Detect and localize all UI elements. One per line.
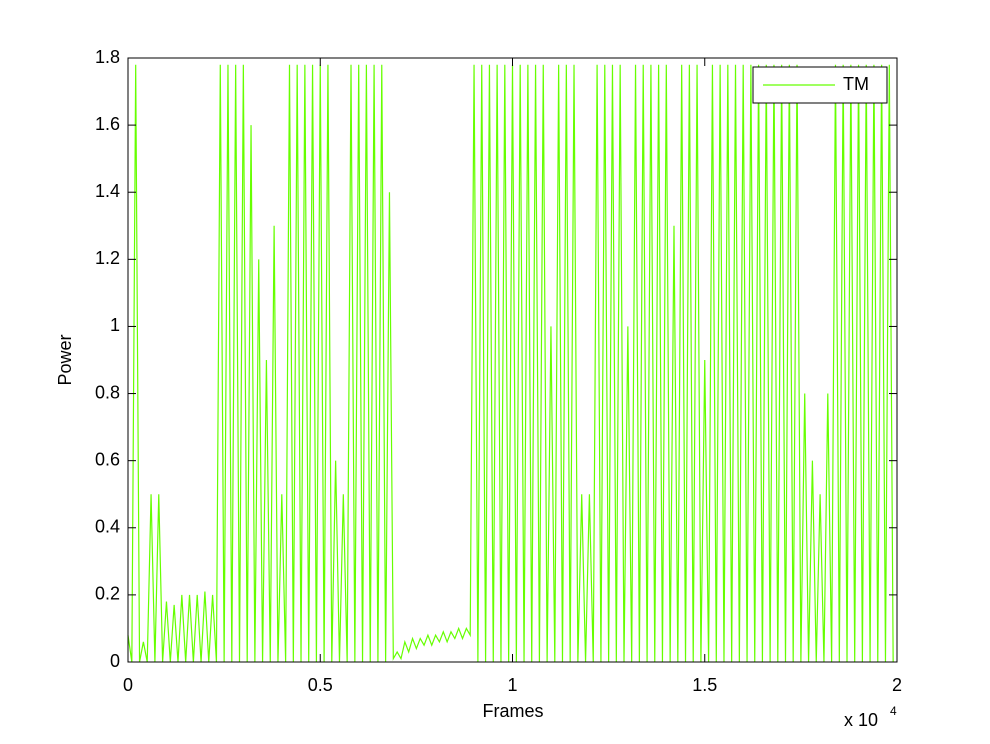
y-tick-label: 0.8 bbox=[95, 382, 120, 402]
x-tick-label: 1.5 bbox=[692, 675, 717, 695]
y-tick-label: 0.6 bbox=[95, 449, 120, 469]
y-tick-label: 0.4 bbox=[95, 517, 120, 537]
y-tick-label: 0.2 bbox=[95, 584, 120, 604]
legend-label: TM bbox=[843, 74, 869, 94]
y-axis-label: Power bbox=[55, 334, 75, 385]
y-tick-label: 1.4 bbox=[95, 181, 120, 201]
data-line bbox=[127, 64, 894, 663]
x-tick-label: 0.5 bbox=[308, 675, 333, 695]
y-tick-label: 1.8 bbox=[95, 47, 120, 67]
x-axis-label: Frames bbox=[482, 701, 543, 721]
y-tick-label: 0 bbox=[110, 651, 120, 671]
x-multiplier-exponent: 4 bbox=[890, 704, 897, 718]
x-tick-label: 1 bbox=[507, 675, 517, 695]
x-tick-label: 2 bbox=[892, 675, 902, 695]
y-tick-label: 1.2 bbox=[95, 248, 120, 268]
x-tick-label: 0 bbox=[123, 675, 133, 695]
y-tick-label: 1.6 bbox=[95, 114, 120, 134]
y-tick-label: 1 bbox=[110, 315, 120, 335]
x-multiplier: x 10 bbox=[844, 710, 878, 730]
